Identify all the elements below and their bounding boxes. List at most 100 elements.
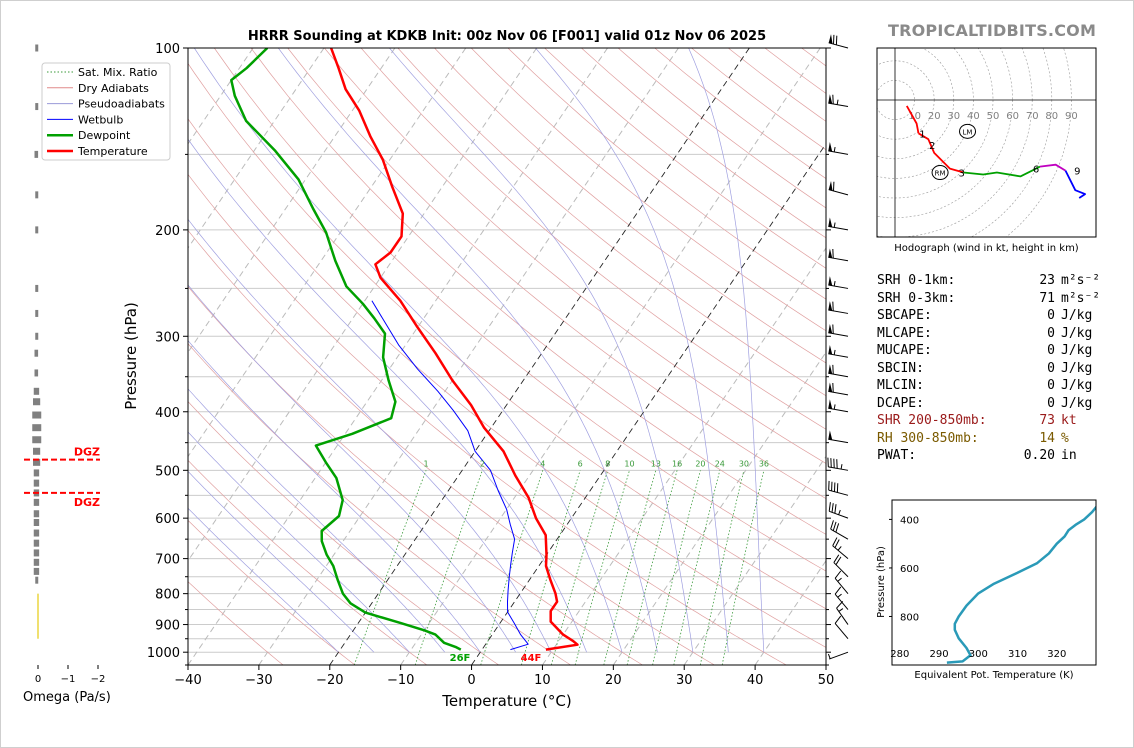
wind-barb-pennant xyxy=(828,248,833,259)
theta-e-plot xyxy=(946,505,1096,664)
parameter-value: 0 xyxy=(1047,378,1055,393)
parameter-value: 0.20 xyxy=(1023,448,1055,463)
omega-bar xyxy=(34,369,39,377)
mixing-ratio-label: 24 xyxy=(715,459,725,468)
x-tick-label: 40 xyxy=(747,673,764,688)
parameter-row: SBCIN: 0 J/kg xyxy=(877,360,1100,378)
hodograph-storm-motion-marker xyxy=(959,123,977,139)
isotherm-gridline xyxy=(188,48,538,562)
omega-bar xyxy=(32,411,42,419)
y-tick-label: 300 xyxy=(155,330,180,345)
moist-adiabat xyxy=(188,470,375,653)
isotherm-gridline xyxy=(542,247,826,665)
omega-bar xyxy=(33,479,40,487)
skewt-plot-frame xyxy=(187,47,827,666)
mixing-ratio-line xyxy=(353,470,427,665)
parameter-value: 0 xyxy=(1047,343,1055,358)
hodograph-ring-label: 90 xyxy=(1065,111,1078,122)
legend-entry-label: Temperature xyxy=(77,145,148,158)
hodograph-trace xyxy=(1064,170,1086,199)
mixing-ratio-label: 13 xyxy=(651,459,661,468)
parameter-row: PWAT: 0.20 in xyxy=(877,447,1100,465)
parameter-unit: in xyxy=(1061,448,1077,463)
moist-adiabat xyxy=(188,388,446,653)
dry-adiabat xyxy=(360,48,826,430)
wind-barb-pennant xyxy=(828,430,833,440)
series-temperature-line xyxy=(329,48,579,651)
parameter-name: PWAT: xyxy=(877,448,917,463)
omega-tick-label: −2 xyxy=(91,674,106,685)
mixing-ratio-label: 1 xyxy=(424,459,429,468)
hodograph-height-label: 3 xyxy=(958,169,964,180)
omega-bar xyxy=(33,398,41,406)
theta-e-line xyxy=(946,505,1096,664)
wind-barb-half-flag xyxy=(833,222,836,228)
wind-barb-flag xyxy=(834,586,842,595)
y-tick-label: 600 xyxy=(155,512,180,527)
x-tick-label: 50 xyxy=(818,673,835,688)
moist-adiabat xyxy=(188,507,339,653)
theta-e-y-tick-label: 400 xyxy=(900,515,919,526)
x-tick-label: −40 xyxy=(174,673,201,688)
wind-barb-staff xyxy=(829,651,849,660)
hodograph-trace xyxy=(906,105,920,134)
wind-barb-pennant xyxy=(828,34,833,44)
hodograph-plot: 10 20 30 40 50 60 70 80 90 12 3 6 9 LM RM xyxy=(877,48,1096,237)
dry-adiabat xyxy=(324,48,826,464)
parameter-name: SHR 200-850mb: xyxy=(877,413,987,428)
wind-barb-pennant xyxy=(828,217,833,228)
wind-barb-staff xyxy=(828,42,849,49)
wind-barb-pennant xyxy=(828,323,833,334)
omega-bar xyxy=(33,498,40,506)
isotherm-gridline xyxy=(754,559,826,665)
hodograph-trace xyxy=(963,165,1041,178)
mixing-ratio-label: 8 xyxy=(605,459,610,468)
omega-bar xyxy=(33,458,41,466)
parameter-row: SBCAPE: 0 J/kg xyxy=(877,307,1100,325)
y-tick-label: 100 xyxy=(155,42,180,57)
mixing-ratio-line xyxy=(480,470,544,665)
parameter-value: 23 xyxy=(1039,273,1055,288)
parameter-name: MLCIN: xyxy=(877,378,924,393)
omega-bar xyxy=(35,226,39,234)
mixing-ratio-line xyxy=(603,470,657,665)
wind-barb-pennant xyxy=(828,180,833,191)
dgz-label: DGZ xyxy=(74,496,100,509)
omega-bar xyxy=(35,44,39,52)
y-tick-label: 900 xyxy=(155,619,180,634)
isotherm-gridline xyxy=(258,48,679,665)
theta-e-x-tick-label: 310 xyxy=(1008,649,1027,660)
moist-adiabat xyxy=(535,48,729,653)
wind-barb-staff xyxy=(828,284,849,289)
omega-bar xyxy=(35,284,39,292)
theta-e-frame xyxy=(891,499,1097,666)
omega-tick-label: 0 xyxy=(35,674,41,685)
omega-bar xyxy=(32,436,42,444)
parameter-unit: J/kg xyxy=(1061,378,1093,393)
legend-entry-label: Dry Adiabats xyxy=(78,82,149,95)
hodograph-ring-label: 60 xyxy=(1006,111,1019,122)
theta-e-y-tick-label: 800 xyxy=(900,612,919,623)
wind-barb-half-flag xyxy=(833,146,836,153)
surface-dewpoint-annotation: 26F xyxy=(450,653,471,664)
hodograph-height-label: 9 xyxy=(1074,167,1080,178)
theta-e-y-axis-label: Pressure (hPa) xyxy=(876,546,887,618)
parameter-value: 73 xyxy=(1039,413,1055,428)
hodograph-ring-label: 30 xyxy=(947,111,960,122)
hodograph-ring-label: 70 xyxy=(1026,111,1039,122)
isotherm-gridline xyxy=(188,48,608,665)
hodograph-ring-label: 20 xyxy=(928,111,941,122)
parameter-row: SRH 0-1km: 23 m²s⁻² xyxy=(877,272,1100,290)
omega-bar xyxy=(34,349,39,357)
hodograph-height-label: 2 xyxy=(929,141,935,152)
parameter-unit: J/kg xyxy=(1061,308,1093,323)
wind-barb-staff xyxy=(834,623,849,640)
mixing-ratio-label: 20 xyxy=(695,459,705,468)
wind-barb-flag xyxy=(832,521,837,531)
omega-bar xyxy=(33,549,40,557)
isotherm-gridline xyxy=(188,48,467,458)
theta-e-x-axis-label: Equivalent Pot. Temperature (K) xyxy=(914,670,1073,681)
wind-barb-flag xyxy=(830,520,834,530)
wind-barb-pennant xyxy=(828,399,833,409)
parameter-name: SRH 0-1km: xyxy=(877,273,956,288)
